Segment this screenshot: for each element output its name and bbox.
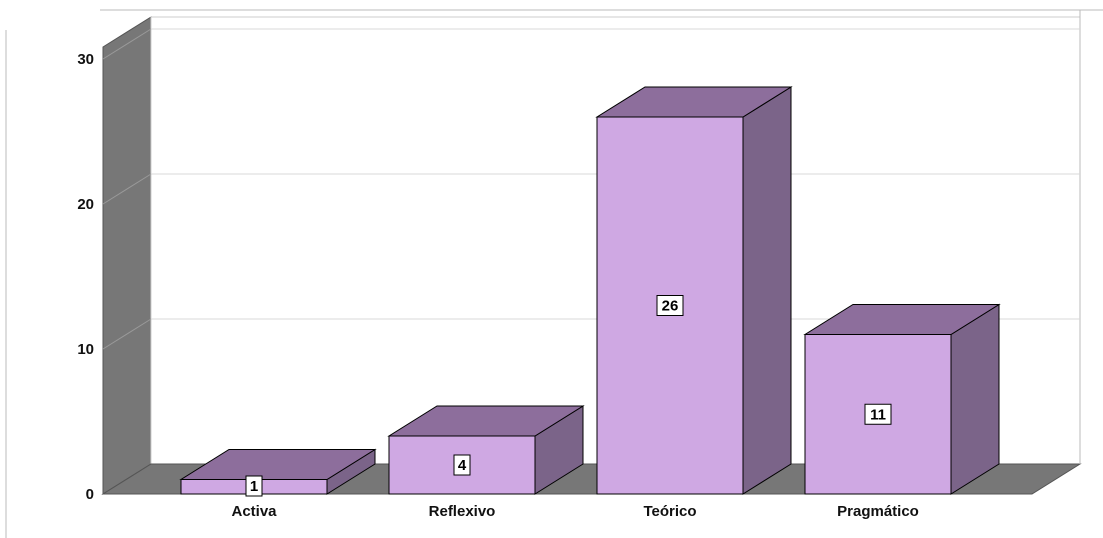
- y-tick-label: 20: [77, 196, 94, 213]
- wall-gridline: [102, 318, 152, 350]
- data-label: 4: [453, 454, 471, 476]
- x-tick-label: Activa: [231, 503, 277, 520]
- y-tick-label: 10: [77, 341, 94, 358]
- wall-gridline: [102, 28, 152, 60]
- x-tick-label: Teórico: [643, 503, 696, 520]
- data-label: 11: [864, 403, 892, 425]
- y-tick-label: 0: [86, 486, 94, 503]
- data-label: 26: [656, 295, 684, 316]
- data-label: 1: [245, 475, 263, 497]
- bar: 11: [803, 303, 1001, 495]
- left-wall: [102, 16, 152, 495]
- bar: 4: [387, 405, 585, 495]
- bar-front: [596, 116, 744, 495]
- x-tick-label: Pragmático: [837, 503, 919, 520]
- y-tick-label: 30: [77, 51, 94, 68]
- bar: 26: [595, 86, 793, 495]
- data-label-box: [656, 295, 684, 316]
- bar: 1: [179, 448, 377, 497]
- x-tick-label: Reflexivo: [429, 503, 496, 520]
- x-axis: Activa Reflexivo Teórico Pragmático: [231, 503, 918, 520]
- data-label-box: [245, 475, 263, 497]
- bar-side: [950, 303, 1000, 495]
- data-label-box: [453, 454, 471, 476]
- y-axis: 0 10 20 30: [77, 51, 94, 503]
- data-label-text: 11: [870, 406, 886, 423]
- data-label-text: 1: [250, 478, 258, 495]
- data-label-text: 4: [458, 457, 467, 474]
- bars: 1 4 26 11: [179, 86, 1001, 497]
- data-label-text: 26: [662, 298, 679, 315]
- bar-side: [742, 86, 792, 495]
- data-label-box: [864, 403, 892, 425]
- wall-gridline: [102, 173, 152, 205]
